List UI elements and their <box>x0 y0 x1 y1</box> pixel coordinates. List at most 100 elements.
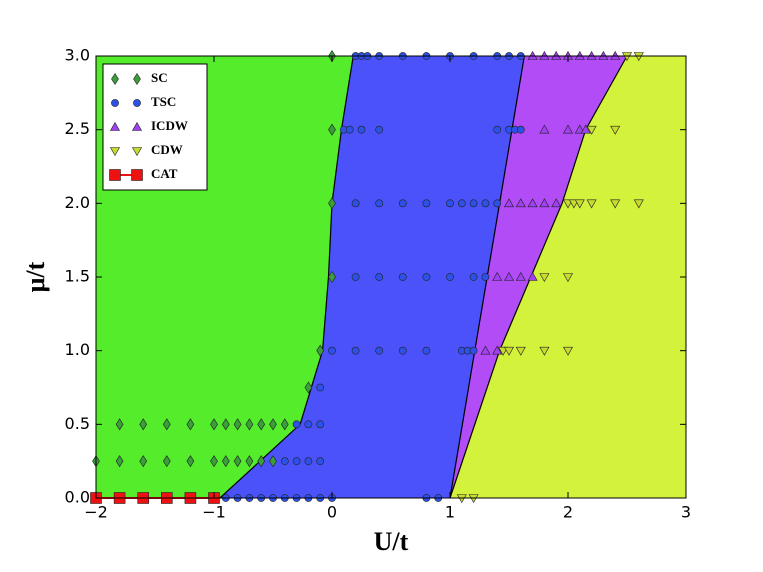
data-point <box>375 273 384 281</box>
data-point <box>162 455 171 468</box>
data-point <box>539 198 550 208</box>
data-point <box>351 346 360 355</box>
data-point <box>580 124 591 134</box>
data-point <box>527 198 538 208</box>
legend-box <box>102 63 208 191</box>
data-point <box>539 346 550 356</box>
y-tick-label: 3.0 <box>65 46 90 65</box>
data-point <box>422 199 431 208</box>
data-point <box>316 383 325 392</box>
data-point <box>245 455 254 468</box>
x-axis-label: U/t <box>374 527 409 556</box>
data-point <box>516 125 525 134</box>
legend-marker <box>131 147 143 157</box>
data-point <box>280 457 289 466</box>
legend-label: CAT <box>151 166 178 181</box>
data-point <box>633 199 644 209</box>
data-point <box>551 198 562 208</box>
y-tick-label: 2.0 <box>65 193 90 212</box>
data-point <box>280 418 289 431</box>
data-point <box>492 345 503 355</box>
legend-marker <box>111 99 119 107</box>
data-point <box>610 199 621 209</box>
data-point <box>493 125 502 134</box>
data-point <box>257 418 266 431</box>
data-point <box>257 455 266 468</box>
phase-region <box>219 56 525 498</box>
data-point <box>469 346 478 355</box>
y-tick-label: 0.5 <box>65 414 90 433</box>
legend-marker <box>111 72 119 86</box>
data-point <box>139 455 148 468</box>
x-tick-label: 1 <box>445 503 455 522</box>
data-point <box>493 199 502 208</box>
data-point <box>304 381 313 394</box>
data-point <box>328 346 336 355</box>
data-point <box>221 418 230 431</box>
data-point <box>469 199 478 208</box>
data-point <box>503 198 515 208</box>
data-point <box>527 271 538 281</box>
data-point <box>292 420 301 429</box>
data-point <box>328 197 336 210</box>
data-point <box>269 455 277 468</box>
data-point <box>610 125 621 135</box>
data-point <box>210 418 218 431</box>
data-point <box>539 124 550 134</box>
data-point <box>316 344 325 357</box>
data-point <box>210 455 218 468</box>
data-point <box>422 273 431 281</box>
data-point <box>292 457 301 466</box>
data-point <box>233 455 242 468</box>
legend-marker <box>109 169 121 181</box>
data-point <box>375 346 384 355</box>
x-tick-label: −2 <box>84 503 108 522</box>
data-point <box>503 346 515 356</box>
data-point <box>446 199 454 208</box>
y-tick-label: 2.5 <box>65 119 90 138</box>
data-point <box>515 346 526 356</box>
data-point <box>398 199 407 208</box>
data-point <box>115 455 124 468</box>
legend-marker <box>133 99 141 107</box>
y-tick-label: 0.0 <box>65 488 90 507</box>
data-point <box>457 199 466 208</box>
data-point <box>139 418 148 431</box>
data-point <box>345 125 354 134</box>
legend-label: ICDW <box>151 118 188 133</box>
data-point <box>515 271 526 281</box>
data-point <box>269 418 277 431</box>
data-point <box>316 420 325 429</box>
data-point <box>586 125 597 135</box>
data-point <box>480 345 491 355</box>
data-point <box>357 125 366 134</box>
data-point <box>351 199 360 208</box>
legend-marker <box>133 72 141 86</box>
data-point <box>481 273 490 281</box>
y-tick-label: 1.0 <box>65 340 90 359</box>
data-point <box>186 455 195 468</box>
data-point <box>422 346 431 355</box>
legend-label: TSC <box>151 94 176 109</box>
data-point <box>446 273 454 281</box>
x-tick-label: −1 <box>202 503 226 522</box>
data-point <box>481 199 490 208</box>
data-point <box>186 418 195 431</box>
points <box>90 49 644 504</box>
phase-boundary <box>449 55 628 499</box>
data-point <box>562 273 574 283</box>
data-point <box>316 457 325 466</box>
phase-region <box>450 56 627 498</box>
data-point <box>539 273 550 283</box>
legend-marker <box>131 121 143 131</box>
legend-marker <box>131 169 143 181</box>
data-point <box>586 199 597 209</box>
data-point <box>398 346 407 355</box>
data-point <box>574 199 585 209</box>
data-point <box>245 418 254 431</box>
data-point <box>233 418 242 431</box>
data-point <box>469 273 478 281</box>
y-tick-label: 1.5 <box>65 267 90 286</box>
legend-label: SC <box>151 70 168 85</box>
